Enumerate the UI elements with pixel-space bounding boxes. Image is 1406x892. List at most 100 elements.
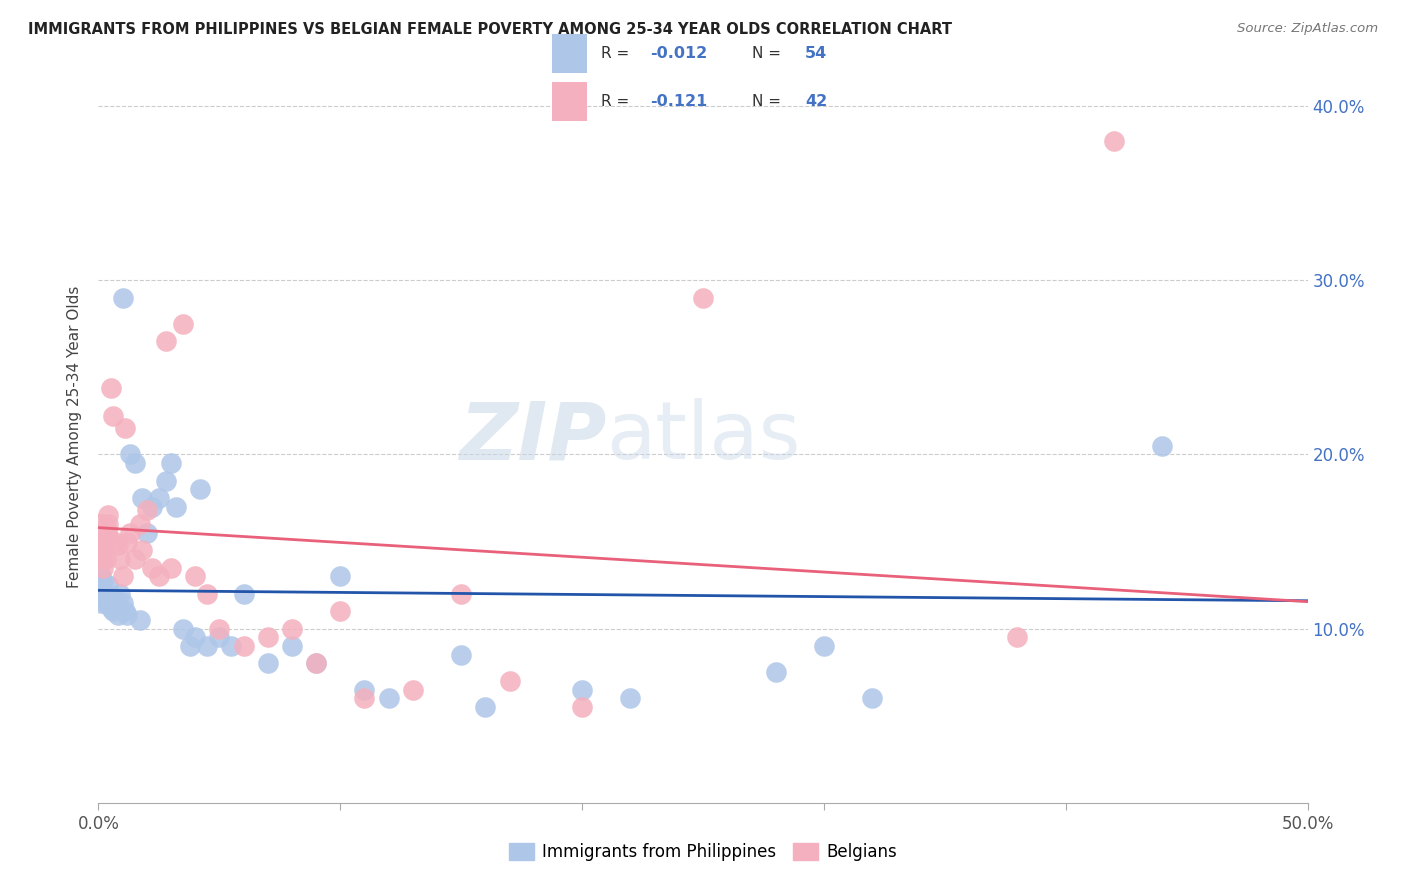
Text: N =: N =: [752, 45, 786, 61]
Point: [131, 543, 153, 558]
Text: -0.121: -0.121: [651, 95, 707, 109]
Point: [128, 517, 150, 532]
Point: [571, 700, 593, 714]
Point: [184, 631, 207, 645]
Point: [101, 591, 124, 605]
Point: [107, 538, 129, 552]
Point: [124, 552, 146, 566]
Point: [172, 622, 194, 636]
Point: [474, 700, 496, 714]
Point: [101, 604, 124, 618]
Point: [450, 648, 472, 662]
Point: [1007, 631, 1029, 645]
Point: [91, 574, 114, 589]
Point: [90, 578, 112, 592]
Point: [256, 657, 278, 671]
Point: [195, 587, 218, 601]
Point: [141, 560, 163, 574]
Point: [91, 583, 114, 598]
Point: [100, 381, 122, 395]
Point: [90, 552, 112, 566]
Point: [221, 639, 243, 653]
Point: [87, 525, 110, 540]
Legend: Immigrants from Philippines, Belgians: Immigrants from Philippines, Belgians: [502, 836, 904, 868]
Point: [148, 491, 170, 505]
Point: [104, 599, 127, 613]
Point: [329, 569, 352, 583]
Point: [232, 587, 254, 601]
Point: [256, 631, 278, 645]
Text: R =: R =: [602, 45, 634, 61]
Point: [97, 591, 120, 605]
Point: [155, 334, 177, 349]
Point: [108, 552, 131, 566]
Point: [100, 600, 122, 615]
Point: [94, 595, 117, 609]
Point: [329, 604, 352, 618]
Point: [111, 569, 134, 583]
Point: [135, 503, 157, 517]
Point: [135, 525, 157, 540]
Text: ZIP: ZIP: [458, 398, 606, 476]
Point: [195, 639, 218, 653]
Point: [498, 673, 520, 688]
Point: [305, 657, 328, 671]
Point: [232, 639, 254, 653]
Point: [97, 578, 120, 592]
Point: [860, 691, 883, 706]
Bar: [551, 34, 588, 73]
Point: [281, 639, 304, 653]
Point: [188, 483, 211, 497]
Point: [94, 552, 117, 566]
Point: [208, 631, 231, 645]
Point: [692, 291, 714, 305]
Point: [155, 474, 177, 488]
Point: [117, 607, 139, 622]
Text: R =: R =: [602, 95, 640, 109]
Point: [111, 595, 134, 609]
Point: [117, 534, 139, 549]
Point: [148, 569, 170, 583]
Point: [353, 691, 375, 706]
Point: [1102, 134, 1125, 148]
Point: [619, 691, 641, 706]
Point: [114, 604, 136, 618]
Point: [160, 560, 183, 574]
Text: Source: ZipAtlas.com: Source: ZipAtlas.com: [1237, 22, 1378, 36]
Point: [179, 639, 201, 653]
Y-axis label: Female Poverty Among 25-34 Year Olds: Female Poverty Among 25-34 Year Olds: [67, 286, 83, 588]
Text: IMMIGRANTS FROM PHILIPPINES VS BELGIAN FEMALE POVERTY AMONG 25-34 YEAR OLDS CORR: IMMIGRANTS FROM PHILIPPINES VS BELGIAN F…: [28, 22, 952, 37]
Point: [128, 613, 150, 627]
Point: [97, 517, 120, 532]
Point: [184, 569, 207, 583]
Point: [118, 448, 141, 462]
Point: [104, 534, 127, 549]
Point: [305, 657, 328, 671]
Point: [281, 622, 304, 636]
Point: [131, 491, 153, 505]
Text: 42: 42: [806, 95, 827, 109]
Point: [377, 691, 399, 706]
Point: [90, 595, 112, 609]
Point: [208, 622, 231, 636]
Point: [108, 587, 131, 601]
Point: [353, 682, 375, 697]
Point: [172, 317, 194, 331]
Point: [141, 500, 163, 514]
Point: [160, 456, 183, 470]
Point: [90, 587, 112, 601]
Point: [90, 569, 112, 583]
Bar: [551, 82, 588, 121]
Point: [111, 291, 134, 305]
Text: N =: N =: [752, 95, 786, 109]
Point: [114, 421, 136, 435]
Point: [124, 456, 146, 470]
Text: 54: 54: [806, 45, 827, 61]
Point: [90, 534, 112, 549]
Text: -0.012: -0.012: [651, 45, 707, 61]
Point: [765, 665, 787, 680]
Point: [91, 543, 114, 558]
Point: [91, 591, 114, 605]
Point: [1152, 439, 1174, 453]
Point: [94, 525, 117, 540]
